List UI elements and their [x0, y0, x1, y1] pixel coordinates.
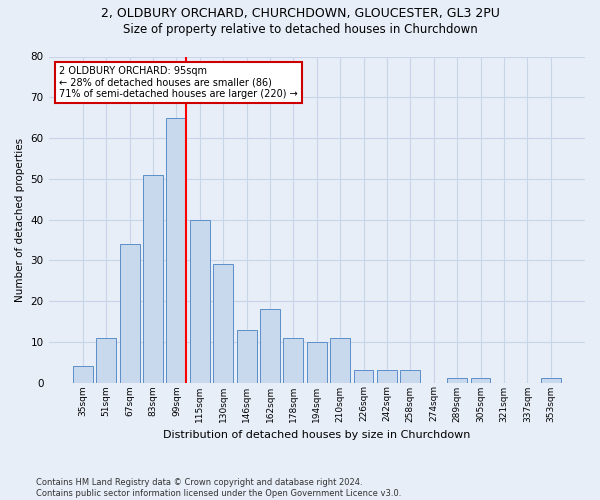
Bar: [307, 342, 327, 382]
Bar: [447, 378, 467, 382]
Y-axis label: Number of detached properties: Number of detached properties: [15, 138, 25, 302]
Bar: [377, 370, 397, 382]
Bar: [260, 309, 280, 382]
Bar: [166, 118, 187, 382]
Bar: [143, 174, 163, 382]
Bar: [353, 370, 373, 382]
Bar: [541, 378, 560, 382]
Bar: [236, 330, 257, 382]
Text: Contains HM Land Registry data © Crown copyright and database right 2024.
Contai: Contains HM Land Registry data © Crown c…: [36, 478, 401, 498]
Bar: [470, 378, 490, 382]
X-axis label: Distribution of detached houses by size in Churchdown: Distribution of detached houses by size …: [163, 430, 470, 440]
Bar: [73, 366, 93, 382]
Text: 2, OLDBURY ORCHARD, CHURCHDOWN, GLOUCESTER, GL3 2PU: 2, OLDBURY ORCHARD, CHURCHDOWN, GLOUCEST…: [101, 8, 499, 20]
Text: Size of property relative to detached houses in Churchdown: Size of property relative to detached ho…: [122, 22, 478, 36]
Bar: [213, 264, 233, 382]
Bar: [330, 338, 350, 382]
Bar: [97, 338, 116, 382]
Bar: [120, 244, 140, 382]
Bar: [400, 370, 420, 382]
Bar: [190, 220, 210, 382]
Text: 2 OLDBURY ORCHARD: 95sqm
← 28% of detached houses are smaller (86)
71% of semi-d: 2 OLDBURY ORCHARD: 95sqm ← 28% of detach…: [59, 66, 298, 100]
Bar: [283, 338, 304, 382]
